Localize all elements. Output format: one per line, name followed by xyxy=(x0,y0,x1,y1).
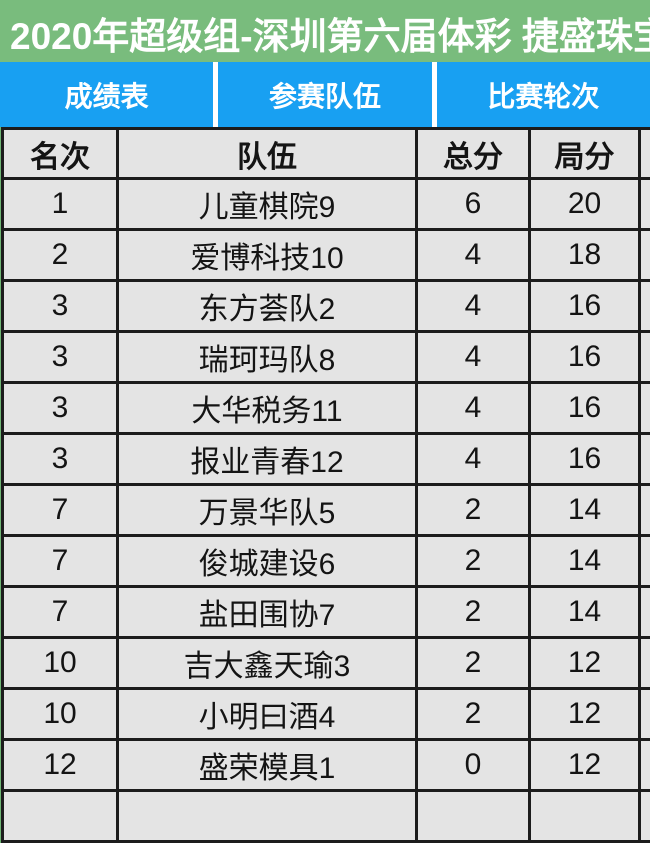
rank-cell: 3 xyxy=(3,434,118,485)
rank-cell: 7 xyxy=(3,536,118,587)
total-cell xyxy=(417,791,530,842)
table-row[interactable]: 3 东方荟队2 4 16 xyxy=(3,281,650,332)
clipped-row xyxy=(3,791,650,842)
table-row[interactable]: 12 盛荣模具1 0 12 xyxy=(3,740,650,791)
game-cell: 16 xyxy=(530,281,640,332)
total-cell: 2 xyxy=(417,587,530,638)
table-row[interactable]: 3 报业青春12 4 16 xyxy=(3,434,650,485)
clipped-cell xyxy=(640,281,650,332)
rank-cell: 7 xyxy=(3,587,118,638)
game-cell: 20 xyxy=(530,179,640,230)
game-cell: 16 xyxy=(530,434,640,485)
team-cell: 瑞珂玛队8 xyxy=(118,332,417,383)
table-row[interactable]: 7 盐田围协7 2 14 xyxy=(3,587,650,638)
tournament-title: 2020年超级组-深圳第六届体彩 捷盛珠宝杯 xyxy=(10,16,650,57)
total-cell: 4 xyxy=(417,434,530,485)
game-cell: 14 xyxy=(530,587,640,638)
total-cell: 0 xyxy=(417,740,530,791)
team-cell: 盐田围协7 xyxy=(118,587,417,638)
table-row[interactable]: 10 小明曰酒4 2 12 xyxy=(3,689,650,740)
tab-teams-label: 参赛队伍 xyxy=(269,75,381,115)
team-cell: 吉大鑫天瑜3 xyxy=(118,638,417,689)
column-header-rank: 名次 xyxy=(3,129,118,179)
team-cell: 儿童棋院9 xyxy=(118,179,417,230)
table-row[interactable]: 2 爱博科技10 4 18 xyxy=(3,230,650,281)
game-cell: 16 xyxy=(530,383,640,434)
game-cell: 18 xyxy=(530,230,640,281)
column-header-clipped xyxy=(640,129,650,179)
total-cell: 4 xyxy=(417,383,530,434)
rank-cell: 3 xyxy=(3,281,118,332)
rank-cell: 2 xyxy=(3,230,118,281)
tab-rounds-label: 比赛轮次 xyxy=(487,75,599,115)
clipped-cell xyxy=(640,689,650,740)
clipped-cell xyxy=(640,230,650,281)
table-row[interactable]: 10 吉大鑫天瑜3 2 12 xyxy=(3,638,650,689)
rank-cell: 3 xyxy=(3,332,118,383)
game-cell: 12 xyxy=(530,689,640,740)
team-cell: 东方荟队2 xyxy=(118,281,417,332)
clipped-cell xyxy=(640,791,650,842)
clipped-cell xyxy=(640,638,650,689)
tab-results-label: 成绩表 xyxy=(65,75,149,115)
total-cell: 2 xyxy=(417,689,530,740)
rank-cell: 1 xyxy=(3,179,118,230)
rank-cell: 10 xyxy=(3,638,118,689)
game-cell: 12 xyxy=(530,638,640,689)
game-cell: 14 xyxy=(530,536,640,587)
header-row: 名次 队伍 总分 局分 xyxy=(3,129,650,179)
rank-cell: 10 xyxy=(3,689,118,740)
clipped-cell xyxy=(640,383,650,434)
column-header-total-score: 总分 xyxy=(417,129,530,179)
total-cell: 4 xyxy=(417,281,530,332)
table-row[interactable]: 7 万景华队5 2 14 xyxy=(3,485,650,536)
clipped-cell xyxy=(640,740,650,791)
clipped-cell xyxy=(640,434,650,485)
team-cell: 小明曰酒4 xyxy=(118,689,417,740)
clipped-cell xyxy=(640,587,650,638)
total-cell: 2 xyxy=(417,485,530,536)
clipped-cell xyxy=(640,332,650,383)
table-row[interactable]: 1 儿童棋院9 6 20 xyxy=(3,179,650,230)
tab-rounds[interactable]: 比赛轮次 xyxy=(432,62,650,127)
column-header-team: 队伍 xyxy=(118,129,417,179)
tab-teams[interactable]: 参赛队伍 xyxy=(213,62,431,127)
game-cell: 16 xyxy=(530,332,640,383)
table-row[interactable]: 3 瑞珂玛队8 4 16 xyxy=(3,332,650,383)
column-header-game-score: 局分 xyxy=(530,129,640,179)
total-cell: 4 xyxy=(417,332,530,383)
table-row[interactable]: 3 大华税务11 4 16 xyxy=(3,383,650,434)
team-cell: 报业青春12 xyxy=(118,434,417,485)
rank-cell: 12 xyxy=(3,740,118,791)
total-cell: 6 xyxy=(417,179,530,230)
clipped-cell xyxy=(640,485,650,536)
total-cell: 2 xyxy=(417,536,530,587)
game-cell: 12 xyxy=(530,740,640,791)
standings-table-area: 名次 队伍 总分 局分 1 儿童棋院9 6 20 2 爱博科技10 4 18 3… xyxy=(1,127,650,843)
table-row[interactable]: 7 俊城建设6 2 14 xyxy=(3,536,650,587)
game-cell: 14 xyxy=(530,485,640,536)
standings-table: 名次 队伍 总分 局分 1 儿童棋院9 6 20 2 爱博科技10 4 18 3… xyxy=(1,127,650,843)
team-cell: 万景华队5 xyxy=(118,485,417,536)
rank-cell: 3 xyxy=(3,383,118,434)
total-cell: 2 xyxy=(417,638,530,689)
tab-bar: 成绩表 参赛队伍 比赛轮次 xyxy=(0,62,650,127)
team-cell xyxy=(118,791,417,842)
total-cell: 4 xyxy=(417,230,530,281)
tab-results[interactable]: 成绩表 xyxy=(0,62,213,127)
team-cell: 大华税务11 xyxy=(118,383,417,434)
rank-cell: 7 xyxy=(3,485,118,536)
clipped-cell xyxy=(640,179,650,230)
team-cell: 俊城建设6 xyxy=(118,536,417,587)
rank-cell xyxy=(3,791,118,842)
game-cell xyxy=(530,791,640,842)
tournament-title-banner: 2020年超级组-深圳第六届体彩 捷盛珠宝杯 xyxy=(0,0,650,62)
clipped-cell xyxy=(640,536,650,587)
team-cell: 盛荣模具1 xyxy=(118,740,417,791)
team-cell: 爱博科技10 xyxy=(118,230,417,281)
